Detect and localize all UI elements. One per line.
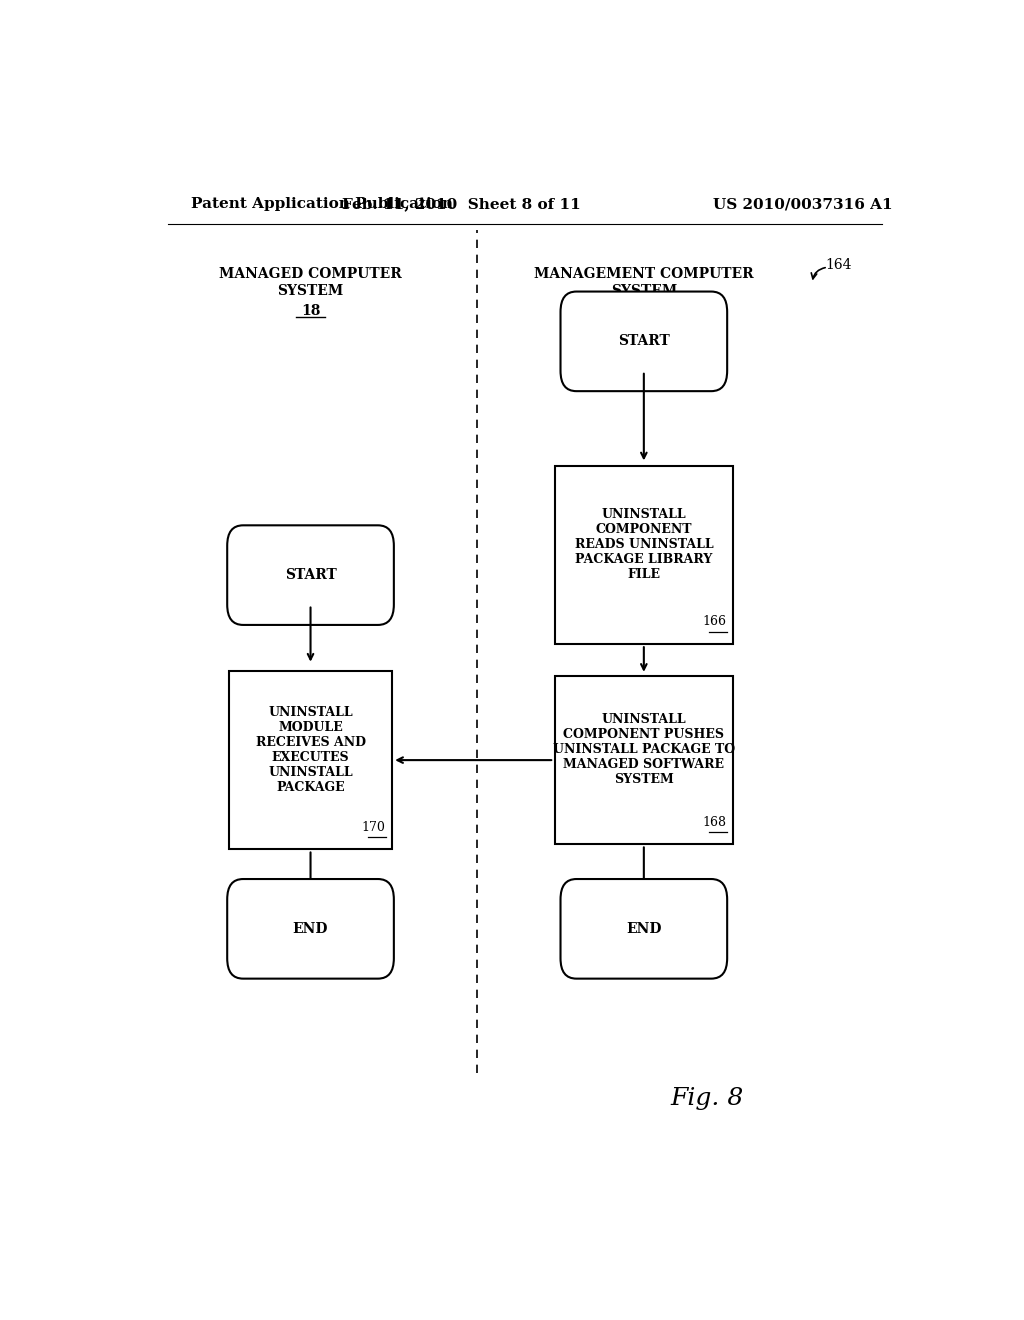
Text: 166: 166 [702, 615, 727, 628]
Text: END: END [293, 921, 329, 936]
Text: UNINSTALL
COMPONENT
READS UNINSTALL
PACKAGE LIBRARY
FILE: UNINSTALL COMPONENT READS UNINSTALL PACK… [574, 508, 713, 581]
Text: Fig. 8: Fig. 8 [671, 1088, 744, 1110]
Text: START: START [617, 334, 670, 348]
FancyBboxPatch shape [227, 879, 394, 978]
Text: START: START [285, 568, 337, 582]
FancyBboxPatch shape [560, 879, 727, 978]
Text: 164: 164 [825, 259, 852, 272]
Text: US 2010/0037316 A1: US 2010/0037316 A1 [713, 197, 892, 211]
Text: UNINSTALL
MODULE
RECEIVES AND
EXECUTES
UNINSTALL
PACKAGE: UNINSTALL MODULE RECEIVES AND EXECUTES U… [256, 706, 366, 793]
Text: END: END [626, 921, 662, 936]
FancyBboxPatch shape [555, 466, 733, 644]
FancyBboxPatch shape [560, 292, 727, 391]
Text: MANAGED COMPUTER
SYSTEM: MANAGED COMPUTER SYSTEM [219, 268, 401, 297]
Text: 170: 170 [361, 821, 385, 834]
Text: Patent Application Publication: Patent Application Publication [191, 197, 454, 211]
Text: 12: 12 [634, 304, 653, 318]
Text: MANAGEMENT COMPUTER
SYSTEM: MANAGEMENT COMPUTER SYSTEM [535, 268, 754, 297]
Text: Feb. 11, 2010  Sheet 8 of 11: Feb. 11, 2010 Sheet 8 of 11 [342, 197, 581, 211]
FancyBboxPatch shape [229, 671, 392, 849]
Text: UNINSTALL
COMPONENT PUSHES
UNINSTALL PACKAGE TO
MANAGED SOFTWARE
SYSTEM: UNINSTALL COMPONENT PUSHES UNINSTALL PAC… [553, 713, 735, 787]
Text: 168: 168 [702, 816, 727, 829]
FancyBboxPatch shape [227, 525, 394, 624]
Text: 18: 18 [301, 304, 321, 318]
FancyBboxPatch shape [555, 676, 733, 843]
